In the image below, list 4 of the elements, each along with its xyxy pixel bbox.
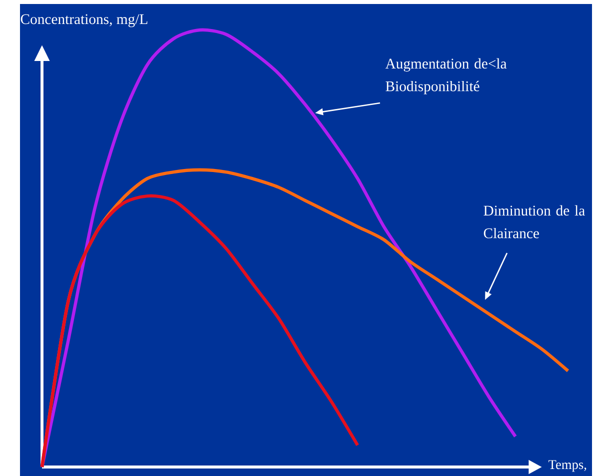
annotation: Augmentation de<la Biodisponibilité	[385, 58, 507, 94]
y-axis-title: Concentrations, mg/L	[20, 14, 148, 28]
x-axis-title: Temps,	[548, 460, 586, 472]
annotation: Diminution de la Clairance	[484, 205, 585, 238]
